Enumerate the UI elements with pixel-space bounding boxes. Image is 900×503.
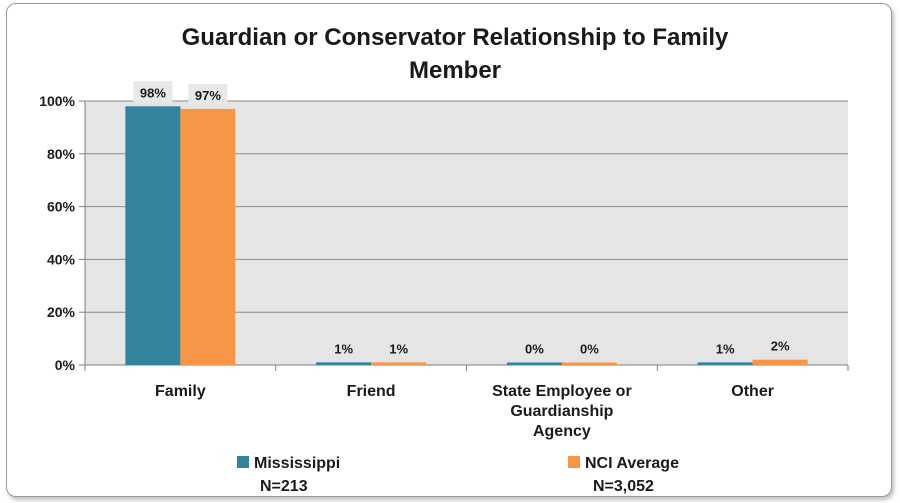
data-label-background — [133, 81, 173, 103]
data-label: 0% — [580, 342, 599, 357]
bar-nci-average — [561, 362, 617, 365]
bar-mississippi — [506, 362, 562, 365]
legend-label: NCI Average — [585, 455, 679, 472]
data-label: 1% — [334, 341, 353, 356]
category-label: Family — [155, 383, 206, 400]
category-label: Agency — [533, 423, 591, 440]
legend-label: Mississippi — [254, 455, 340, 472]
bar-nci-average — [180, 108, 236, 366]
category-label: Guardianship — [510, 403, 613, 420]
chart-title-line-1: Guardian or Conservator Relationship to … — [182, 24, 729, 51]
bar-mississippi — [697, 362, 753, 365]
category-label: Friend — [347, 383, 396, 400]
bar-nci-average — [371, 362, 427, 365]
bar-nci-average — [752, 359, 808, 365]
data-label: 98% — [140, 85, 166, 100]
legend: Mississippi N=213 NCI Average N=3,052 — [237, 455, 679, 495]
legend-n-label: N=213 — [260, 478, 308, 495]
y-tick-label: 0% — [55, 357, 76, 373]
data-label: 1% — [716, 341, 735, 356]
y-tick-label: 80% — [47, 146, 76, 162]
bar-mississippi — [125, 106, 181, 365]
legend-swatch — [237, 456, 249, 468]
y-tick-label: 40% — [47, 251, 76, 267]
data-label: 97% — [195, 88, 221, 103]
data-label: 1% — [389, 341, 408, 356]
legend-swatch — [568, 456, 580, 468]
plot-area: 0% 20% 40% 60% 80% 100% 98% 97% Family 1% 1% Friend… — [39, 81, 849, 440]
data-label: 2% — [771, 339, 790, 354]
y-tick-label: 20% — [47, 304, 76, 320]
legend-n-label: N=3,052 — [593, 478, 654, 495]
data-label-background — [188, 83, 228, 105]
data-label: 0% — [525, 342, 544, 357]
category-label: State Employee or — [492, 383, 632, 400]
category-label: Other — [731, 383, 774, 400]
y-tick-label: 60% — [47, 199, 76, 215]
chart-title-line-2: Member — [409, 57, 501, 84]
y-tick-label: 100% — [39, 93, 75, 109]
bar-mississippi — [316, 362, 372, 365]
